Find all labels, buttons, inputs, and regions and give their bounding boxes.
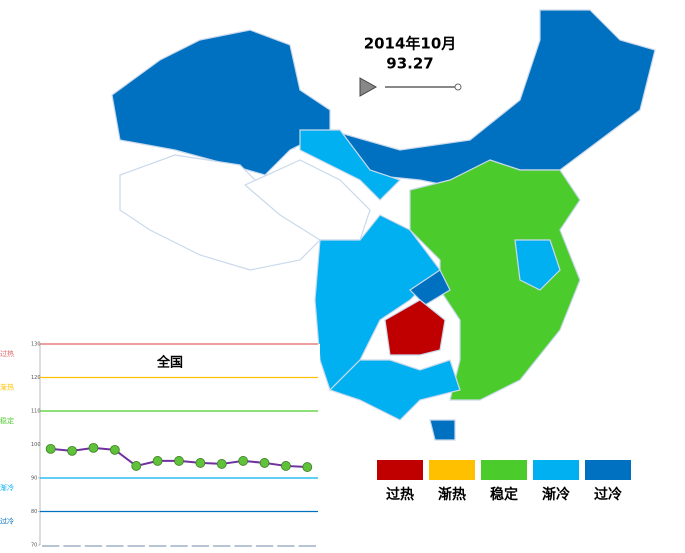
legend-swatch — [377, 460, 423, 480]
y-tick-label: 100 — [31, 442, 41, 448]
province — [111, 29, 331, 176]
data-point — [131, 461, 142, 471]
data-point — [281, 461, 291, 471]
data-point — [238, 456, 249, 466]
data-point — [67, 445, 77, 456]
y-tick-label: 120 — [31, 375, 41, 381]
province — [384, 299, 446, 356]
legend-swatch — [533, 460, 579, 480]
y-tick-label: 80 — [31, 509, 37, 515]
band-label: 渐热 — [0, 383, 14, 392]
data-point — [174, 456, 184, 466]
province — [429, 419, 456, 441]
y-tick-label: 70 — [31, 543, 37, 549]
legend-label: 渐冷 — [542, 486, 570, 503]
province — [299, 129, 402, 201]
slider-handle[interactable] — [454, 83, 462, 91]
chart-panel — [30, 344, 320, 548]
province — [243, 159, 371, 241]
band-label: 稳定 — [0, 416, 14, 425]
band-label: 过冷 — [0, 517, 14, 526]
data-point — [216, 459, 227, 469]
chart-title: 全国 — [156, 355, 183, 371]
y-tick-label: 90 — [31, 476, 37, 482]
legend-swatch — [429, 460, 475, 480]
value-label: 93.27 — [386, 55, 433, 73]
china-map — [111, 9, 656, 441]
y-tick-label: 130 — [31, 342, 41, 348]
play-button[interactable] — [359, 77, 378, 97]
data-point — [195, 458, 206, 468]
legend-label: 渐热 — [438, 486, 466, 503]
legend-label: 过冷 — [594, 486, 622, 503]
data-point — [45, 443, 56, 454]
province — [119, 154, 321, 271]
band-label: 渐冷 — [0, 483, 14, 492]
data-point — [259, 458, 270, 468]
y-tick-label: 110 — [31, 409, 41, 415]
legend-label: 过热 — [386, 486, 414, 503]
province — [328, 359, 461, 421]
province — [329, 9, 656, 191]
legend-label: 稳定 — [490, 486, 518, 503]
band-label: 过热 — [0, 349, 14, 358]
data-point — [88, 442, 99, 453]
legend-swatch — [481, 460, 527, 480]
legend: 过热 渐热 稳定 渐冷 过冷 — [377, 460, 631, 503]
data-point — [152, 456, 163, 466]
legend-swatch — [585, 460, 631, 480]
province — [514, 239, 561, 291]
data-point — [109, 444, 120, 455]
data-point — [302, 462, 313, 472]
date-label: 2014年10月 — [364, 35, 457, 53]
